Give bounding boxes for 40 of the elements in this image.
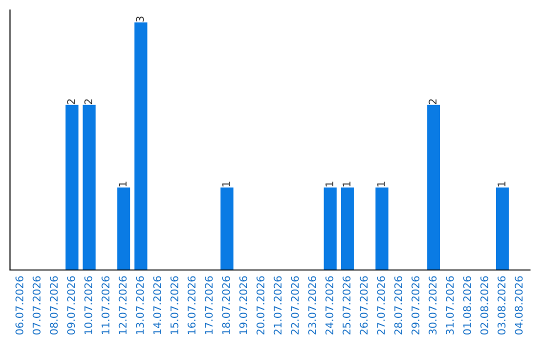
x-tick-label: 22.07.2026: [290, 276, 299, 334]
data-label: 1: [222, 182, 230, 186]
data-label: 2: [428, 99, 436, 104]
x-tick-label: 20.07.2026: [256, 276, 264, 334]
x-tick-label: 04.08.2026: [514, 276, 523, 335]
x-tick-label: 25.07.2026: [342, 276, 351, 334]
x-tick-label: 01.08.2026: [463, 276, 472, 335]
x-tick-label: 10.07.2026: [84, 276, 92, 334]
x-tick-label: 08.07.2026: [50, 276, 58, 335]
x-tick-label: 28.07.2026: [394, 276, 402, 334]
x-tick-label: 31.07.2026: [446, 276, 454, 334]
x-tick-label: 14.07.2026: [153, 276, 162, 334]
data-label: 1: [377, 182, 385, 186]
x-tick-label: 17.07.2026: [204, 276, 213, 334]
x-tick-label: 13.07.2026: [136, 276, 144, 334]
x-tick-label: 07.07.2026: [32, 276, 41, 335]
data-label: 2: [67, 99, 75, 104]
data-label: 1: [326, 182, 334, 186]
data-label: 3: [136, 16, 144, 22]
x-tick-label: 15.07.2026: [170, 276, 178, 334]
data-label: 2: [84, 99, 92, 104]
x-tick-label: 29.07.2026: [412, 276, 420, 334]
x-tick-label: 27.07.2026: [377, 276, 385, 334]
x-tick-label: 18.07.2026: [222, 276, 230, 334]
x-tick-label: 16.07.2026: [188, 276, 196, 334]
x-tick-label: 09.07.2026: [67, 276, 76, 335]
x-tick-label: 03.08.2026: [498, 276, 506, 335]
x-tick-label: 23.07.2026: [308, 276, 316, 334]
data-label: 1: [118, 182, 127, 186]
x-tick-label: 02.08.2026: [480, 276, 488, 335]
x-tick-label: 30.07.2026: [428, 276, 437, 334]
x-tick-label: 12.07.2026: [118, 276, 127, 334]
data-label: 1: [342, 182, 350, 186]
x-tick-label: 06.07.2026: [15, 276, 24, 335]
x-tick-label: 24.07.2026: [325, 276, 334, 334]
x-tick-label: 21.07.2026: [274, 276, 282, 334]
x-tick-label: 19.07.2026: [239, 276, 248, 334]
data-label: 1: [498, 182, 506, 186]
x-tick-label: 11.07.2026: [102, 276, 110, 334]
x-tick-label: 26.07.2026: [360, 276, 368, 334]
